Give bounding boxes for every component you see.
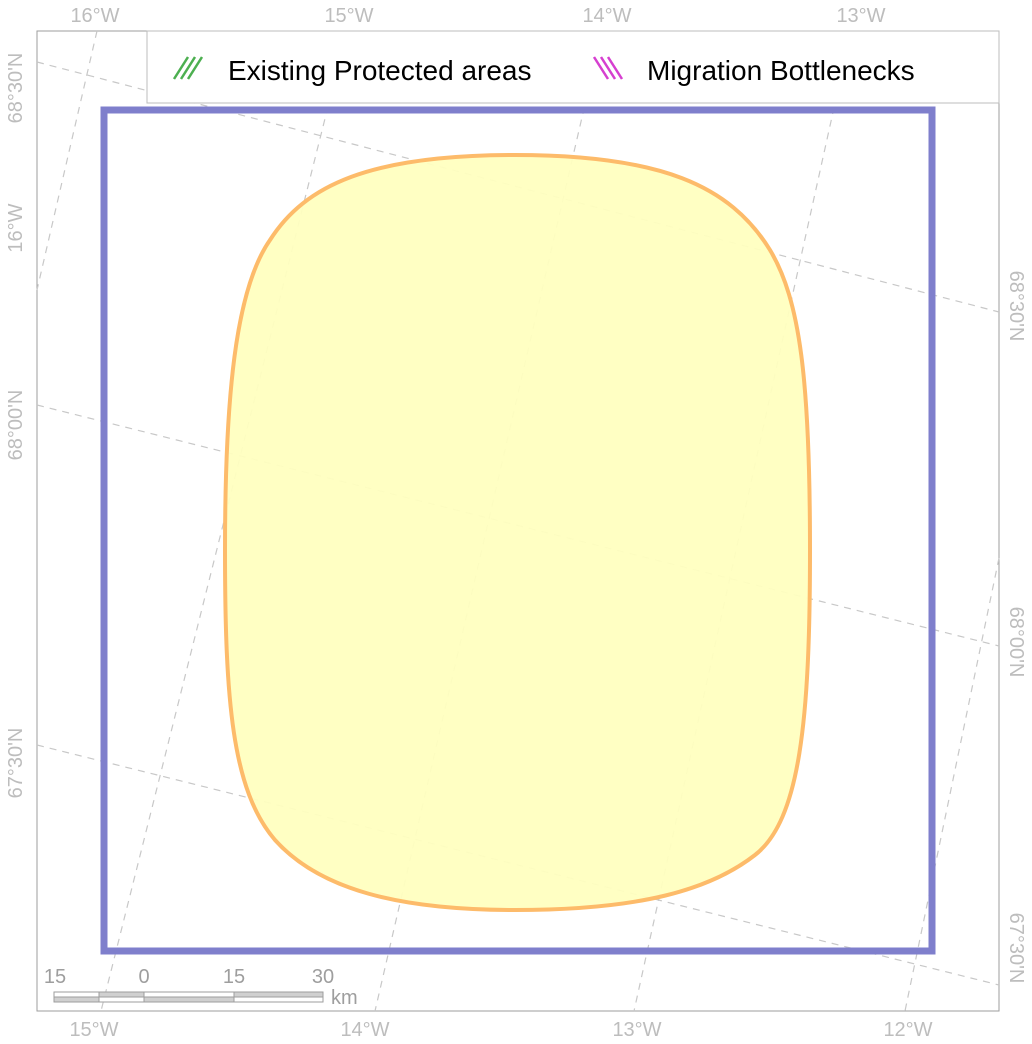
tick-label: 16°W [5, 203, 27, 252]
scale-label: 0 [138, 966, 149, 988]
tick-label: 15°W [324, 5, 373, 27]
tick-label: 12°W [883, 1019, 932, 1041]
tick-label: 67°30'N [5, 728, 27, 799]
meridian-line [36, 30, 98, 291]
extent-frame [100, 106, 936, 955]
tick-label: 16°W [70, 5, 119, 27]
legend-label-protected: Existing Protected areas [228, 55, 532, 86]
tick-label: 68°30'N [5, 53, 27, 124]
left-tick-labels: 68°30'N 16°W 68°00'N 67°30'N [5, 53, 27, 799]
scale-bar: 15 0 15 30 km [44, 966, 358, 1009]
tick-label: 67°30'N [1005, 913, 1027, 984]
tick-label: 14°W [340, 1019, 389, 1041]
tick-label: 68°00'N [1005, 607, 1027, 678]
hatch-magenta-icon [592, 56, 624, 80]
tick-label: 68°00'N [5, 390, 27, 461]
top-tick-labels: 16°W 15°W 14°W 13°W [70, 5, 885, 27]
legend-box [146, 30, 1000, 104]
tick-label: 15°W [69, 1019, 118, 1041]
study-region [222, 152, 813, 913]
scale-label: 15 [44, 966, 66, 988]
tick-label: 13°W [836, 5, 885, 27]
scale-label: 30 [312, 966, 334, 988]
right-tick-labels: 68°30'N 68°00'N 67°30'N [1005, 271, 1027, 984]
legend: Existing Protected areas Migration Bottl… [146, 30, 1000, 104]
scale-label: 15 [223, 966, 245, 988]
bottom-tick-labels: 15°W 14°W 13°W 12°W [69, 1019, 932, 1041]
legend-label-bottlenecks: Migration Bottlenecks [647, 55, 915, 86]
scale-unit: km [331, 987, 358, 1009]
tick-label: 68°30'N [1005, 271, 1027, 342]
tick-label: 14°W [582, 5, 631, 27]
tick-label: 13°W [612, 1019, 661, 1041]
hatch-green-icon [172, 56, 204, 80]
